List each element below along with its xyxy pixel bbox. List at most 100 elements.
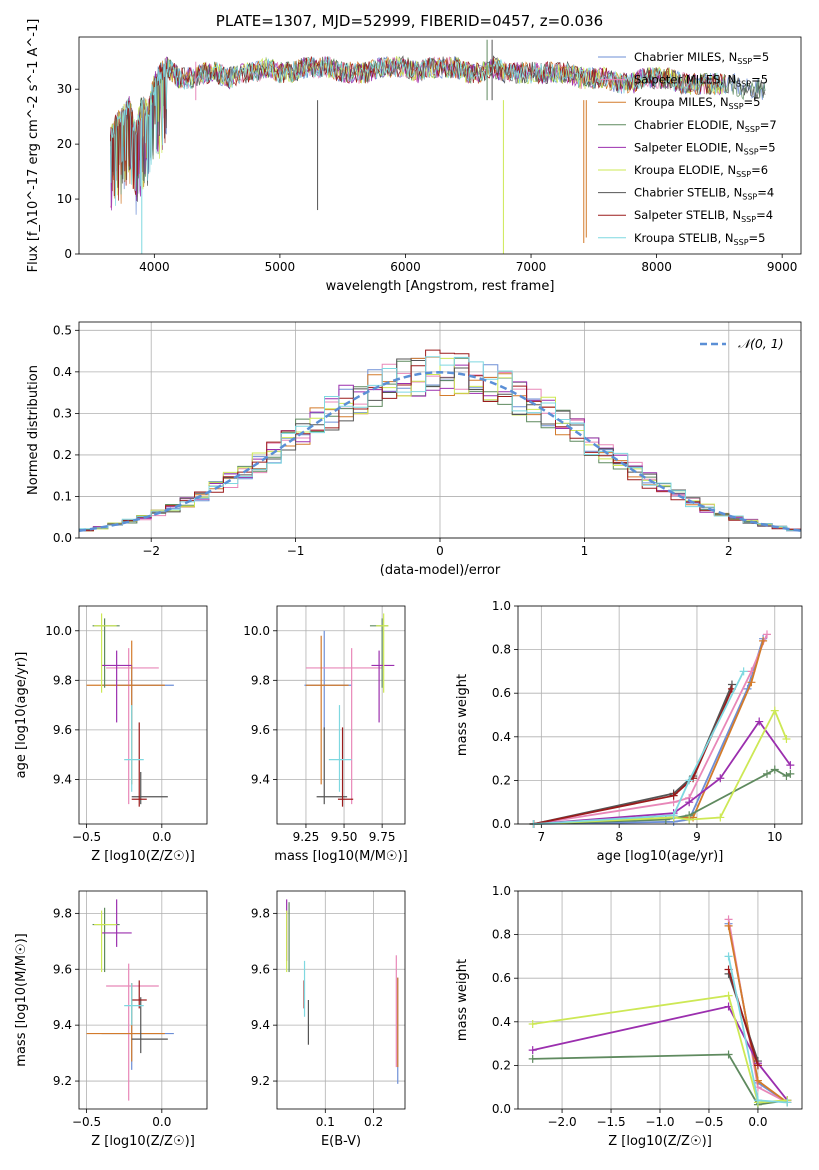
weight-series [533, 670, 745, 825]
weight-marker [716, 774, 725, 783]
histogram-series [79, 356, 801, 532]
x-tick-label: 0.2 [364, 1115, 383, 1129]
spectrum-legend: Chabrier MILES, NSSP=5 Salpeter MILES, NS… [598, 50, 777, 247]
y-tick-label: 0.4 [492, 1015, 511, 1029]
legend-label: Chabrier MILES, NSSP=5 [634, 50, 769, 66]
mass-vs-z-panel: −0.5 0.0 9.2 9.4 9.6 9.8 Z [log10(Z/Z☉)] mass [… [14, 890, 208, 1149]
weight-lines [528, 915, 792, 1109]
weight-marker [669, 811, 678, 820]
y-axis-label: Normed distribution [26, 365, 41, 495]
y-tick-label: 9.4 [251, 1018, 270, 1032]
y-tick-label: 9.8 [53, 673, 72, 687]
y-tick-label: 0 [64, 247, 72, 261]
plot-frame [276, 605, 406, 825]
legend-label: Kroupa ELODIE, NSSP=6 [634, 163, 768, 179]
weight-marker [786, 761, 795, 770]
x-tick-label: 7000 [516, 260, 547, 274]
legend-label: Kroupa MILES, NSSP=5 [634, 95, 760, 111]
x-tick-label: −2.0 [547, 1115, 576, 1129]
weight-marker [528, 1046, 537, 1055]
y-axis-label: age [log10(age/yr)] [14, 652, 29, 779]
x-tick-label: 0.0 [748, 1115, 767, 1129]
x-axis-label: Z [log10(Z/Z☉)] [608, 1134, 712, 1149]
weight-marker [755, 717, 764, 726]
weight-marker [783, 1098, 792, 1107]
spectrum-series [110, 56, 727, 206]
y-tick-label: 9.4 [53, 1018, 72, 1032]
y-tick-label: 0.0 [492, 1102, 511, 1116]
weight-marker [762, 630, 771, 639]
weight-marker [782, 734, 791, 743]
weight-marker [716, 813, 725, 822]
weight-series [727, 969, 759, 1066]
weight-marker [724, 921, 733, 930]
weight-marker [724, 952, 733, 961]
legend-label: Salpeter STELIB, NSSP=4 [634, 208, 773, 224]
weight-marker [528, 1019, 537, 1028]
weight-marker [685, 815, 694, 824]
weight-marker [753, 1061, 762, 1070]
x-tick-label: 5000 [265, 260, 296, 274]
plot-frame [517, 890, 803, 1110]
x-tick-label: −1.5 [596, 1115, 625, 1129]
y-tick-label: 9.6 [53, 962, 72, 976]
x-axis-label: mass [log10(M/M☉)] [274, 849, 407, 864]
x-tick-label: −0.5 [694, 1115, 723, 1129]
mass-vs-ebv-panel: 0.1 0.2 9.2 9.4 9.6 9.8 E(B-V) [251, 890, 406, 1149]
x-tick-label: 9.25 [293, 830, 320, 844]
x-tick-label: 10 [767, 830, 782, 844]
x-tick-label: 0.1 [316, 1115, 335, 1129]
y-tick-label: 0.6 [492, 971, 511, 985]
weight-series [533, 638, 764, 825]
plot-frame [78, 890, 208, 1110]
plot-frame [517, 605, 803, 825]
y-tick-label: 10.0 [45, 624, 72, 638]
weight-marker [786, 769, 795, 778]
spectrum-lines [110, 39, 766, 254]
x-tick-label: 2 [725, 544, 733, 558]
x-tick-label: 4000 [139, 260, 170, 274]
histogram-series [79, 358, 801, 531]
legend-label: Kroupa STELIB, NSSP=5 [634, 231, 765, 247]
age-vs-z-panel: −0.5 0.0 9.4 9.6 9.8 10.0 Z [log10(Z/Z☉)] age [… [14, 605, 208, 864]
weight-marker [753, 1076, 762, 1085]
mass-weight-vs-age-panel: 7 8 9 10 0.0 0.2 0.4 0.6 0.8 1.0 age [log10(age/yr… [455, 599, 803, 864]
mass-weight-vs-z-panel: −2.0 −1.5 −1.0 −0.5 0.0 0.0 0.2 0.4 0.6 0.8 1.0 Z [… [455, 884, 803, 1149]
x-tick-label: 9 [693, 830, 701, 844]
y-tick-label: 9.6 [53, 723, 72, 737]
y-tick-label: 0.2 [492, 773, 511, 787]
y-tick-label: 9.8 [251, 673, 270, 687]
x-axis-label: wavelength [Angstrom, rest frame] [326, 279, 555, 294]
weight-marker [528, 1054, 537, 1063]
x-tick-label: 0 [436, 544, 444, 558]
weight-marker [739, 667, 748, 676]
weight-marker [724, 991, 733, 1000]
x-tick-label: −0.5 [72, 830, 101, 844]
legend-label: Salpeter MILES, NSSP=5 [634, 73, 768, 89]
y-tick-label: 9.4 [251, 772, 270, 786]
error-bars [286, 899, 399, 1084]
weight-marker [770, 706, 779, 715]
legend-label: Chabrier STELIB, NSSP=4 [634, 186, 774, 202]
weight-lines [529, 630, 795, 828]
legend-label: Salpeter ELODIE, NSSP=5 [634, 140, 776, 156]
weight-marker [685, 798, 694, 807]
spectrum-panel: 4000 5000 6000 7000 8000 9000 0 10 20 30 wavelengt… [26, 19, 802, 294]
x-axis-label: E(B-V) [321, 1134, 361, 1149]
weight-marker [770, 765, 779, 774]
y-tick-label: 9.8 [251, 906, 270, 920]
y-tick-label: 9.2 [251, 1074, 270, 1088]
x-tick-label: 0.0 [152, 830, 171, 844]
y-tick-label: 9.4 [53, 772, 72, 786]
weight-marker [669, 791, 678, 800]
error-bars [86, 899, 174, 1101]
y-tick-label: 9.6 [251, 962, 270, 976]
plot-frame [78, 36, 802, 255]
plot-frame [78, 605, 208, 825]
y-axis-label: mass weight [455, 959, 470, 1041]
weight-marker [759, 636, 768, 645]
x-tick-label: 7 [538, 830, 546, 844]
y-axis-label: mass [log10(M/M☉)] [14, 933, 29, 1066]
age-vs-mass-panel: 9.25 9.50 9.75 9.4 9.6 9.8 10.0 mass [log10(M/M… [243, 605, 408, 864]
y-tick-label: 10 [57, 192, 72, 206]
